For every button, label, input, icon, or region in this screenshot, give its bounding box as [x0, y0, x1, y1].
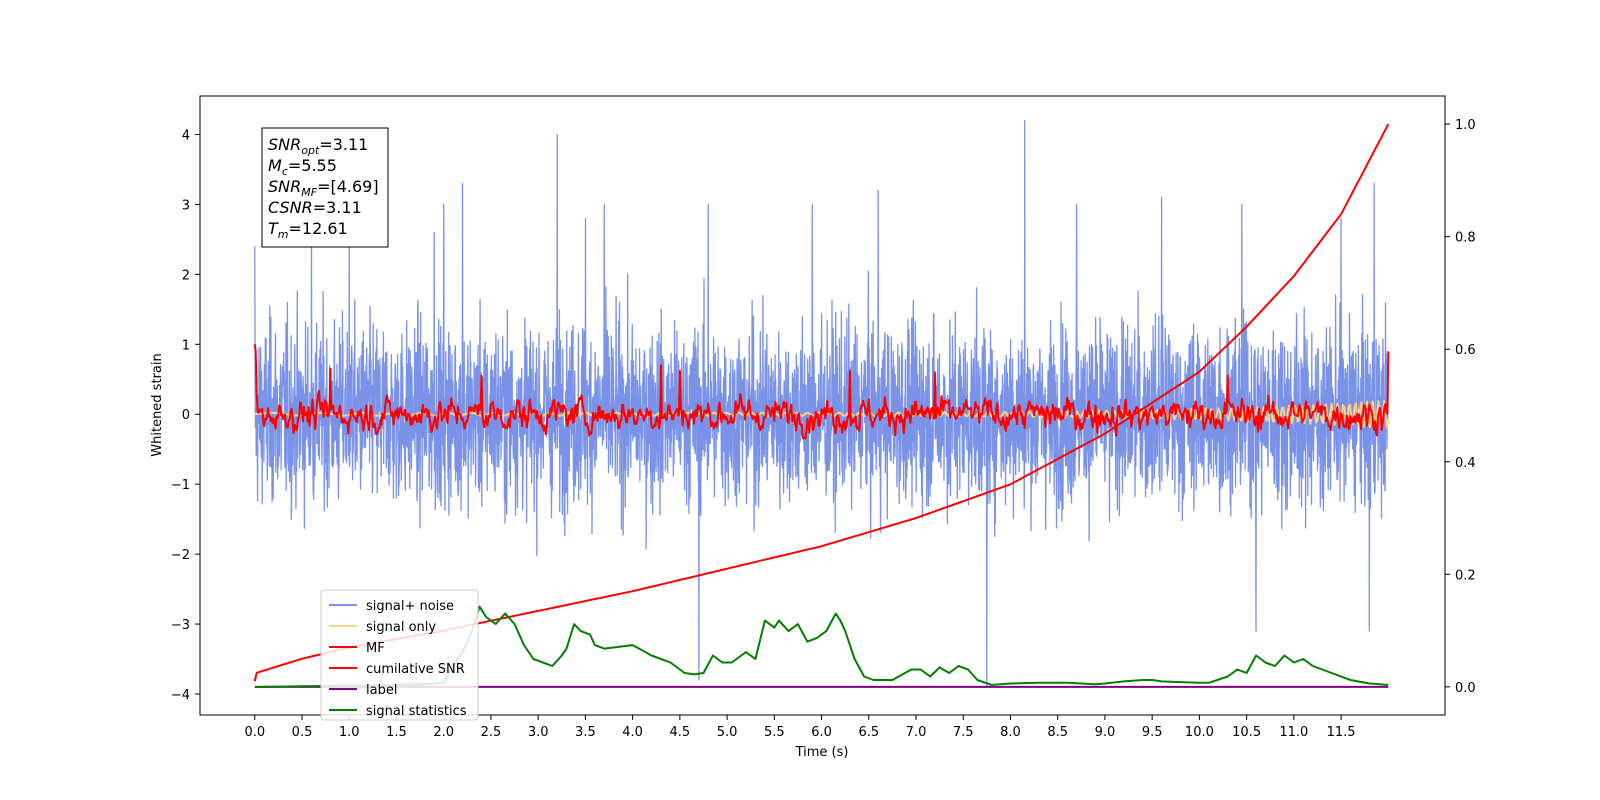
- y-left-tick-label: −3: [171, 618, 190, 633]
- y-left-tick-label: −1: [171, 478, 190, 493]
- legend-label: MF: [366, 641, 385, 656]
- x-axis-label: Time (s): [795, 745, 849, 760]
- x-tick-label: 7.0: [906, 725, 927, 740]
- y-left-tick-label: 4: [182, 128, 190, 143]
- x-tick-label: 6.0: [811, 725, 832, 740]
- x-tick-label: 7.5: [953, 725, 974, 740]
- legend-label: cumilative SNR: [366, 662, 465, 677]
- x-tick-label: 0.0: [244, 725, 265, 740]
- legend-label: signal+ noise: [366, 599, 454, 614]
- x-tick-label: 1.5: [386, 725, 407, 740]
- x-tick-label: 0.5: [292, 725, 313, 740]
- x-tick-label: 11.0: [1279, 725, 1308, 740]
- series-mf-line: [253, 344, 1390, 440]
- annotation-line: CSNR=3.11: [268, 198, 362, 217]
- legend: signal+ noise signal only MF cumilative SNR…: [320, 589, 479, 721]
- y-right-tick-label: 0.0: [1455, 681, 1476, 696]
- annotation-line: SNRMF=[4.69]: [268, 177, 379, 199]
- legend-label: signal only: [366, 620, 436, 635]
- y-axis-right-ticks: 1.0 0.8 0.6 0.4 0.2 0.0: [1445, 118, 1476, 696]
- plot-frame: [199, 95, 1446, 716]
- x-tick-label: 5.0: [717, 725, 738, 740]
- x-tick-label: 11.5: [1327, 725, 1356, 740]
- y-right-tick-label: 1.0: [1455, 118, 1476, 133]
- x-tick-label: 10.0: [1185, 725, 1214, 740]
- series-signal-noise-line: [254, 119, 1389, 688]
- x-tick-label: 9.0: [1095, 725, 1116, 740]
- y-right-tick-label: 0.2: [1455, 568, 1476, 583]
- legend-label: signal statistics: [366, 704, 467, 719]
- y-left-tick-label: 3: [182, 198, 190, 213]
- x-tick-label: 3.5: [575, 725, 596, 740]
- x-tick-label: 3.0: [528, 725, 549, 740]
- x-tick-label: 8.0: [1000, 725, 1021, 740]
- y-axis-label: Whitened strain: [150, 353, 165, 456]
- x-tick-label: 2.5: [481, 725, 502, 740]
- x-tick-label: 4.5: [670, 725, 691, 740]
- x-tick-label: 2.0: [433, 725, 454, 740]
- x-tick-label: 5.5: [764, 725, 785, 740]
- x-tick-label: 6.5: [858, 725, 879, 740]
- y-left-tick-label: −4: [171, 688, 190, 703]
- y-left-tick-label: 1: [182, 338, 190, 353]
- x-tick-label: 4.0: [622, 725, 643, 740]
- annotation-line: Mc=5.55: [268, 156, 337, 178]
- y-right-tick-label: 0.4: [1455, 456, 1476, 471]
- annotation-line: Tm=12.61: [268, 219, 348, 241]
- y-right-tick-label: 0.8: [1455, 231, 1476, 246]
- x-tick-label: 10.5: [1232, 725, 1261, 740]
- y-left-tick-label: 0: [182, 408, 190, 423]
- annotation-frame: [261, 127, 389, 248]
- x-tick-label: 8.5: [1047, 725, 1068, 740]
- annotation-line: SNRopt=3.11: [268, 135, 368, 157]
- legend-label: label: [366, 683, 397, 698]
- legend-frame: [320, 589, 479, 721]
- series-signal-statistics-line: [254, 605, 1389, 688]
- x-tick-label: 9.5: [1142, 725, 1163, 740]
- y-right-tick-label: 0.6: [1455, 343, 1476, 358]
- x-tick-label: 1.0: [339, 725, 360, 740]
- y-left-tick-label: −2: [171, 548, 190, 563]
- x-axis-ticks: 0.0 0.5 1.0 1.5 2.0 2.5 3.0 3.5 4.0 4.5 5.0 5.5 6.0 6…: [244, 715, 1356, 740]
- y-axis-left-ticks: 4 3 2 1 0 −1 −2 −3 −4: [171, 128, 200, 703]
- y-left-tick-label: 2: [182, 268, 190, 283]
